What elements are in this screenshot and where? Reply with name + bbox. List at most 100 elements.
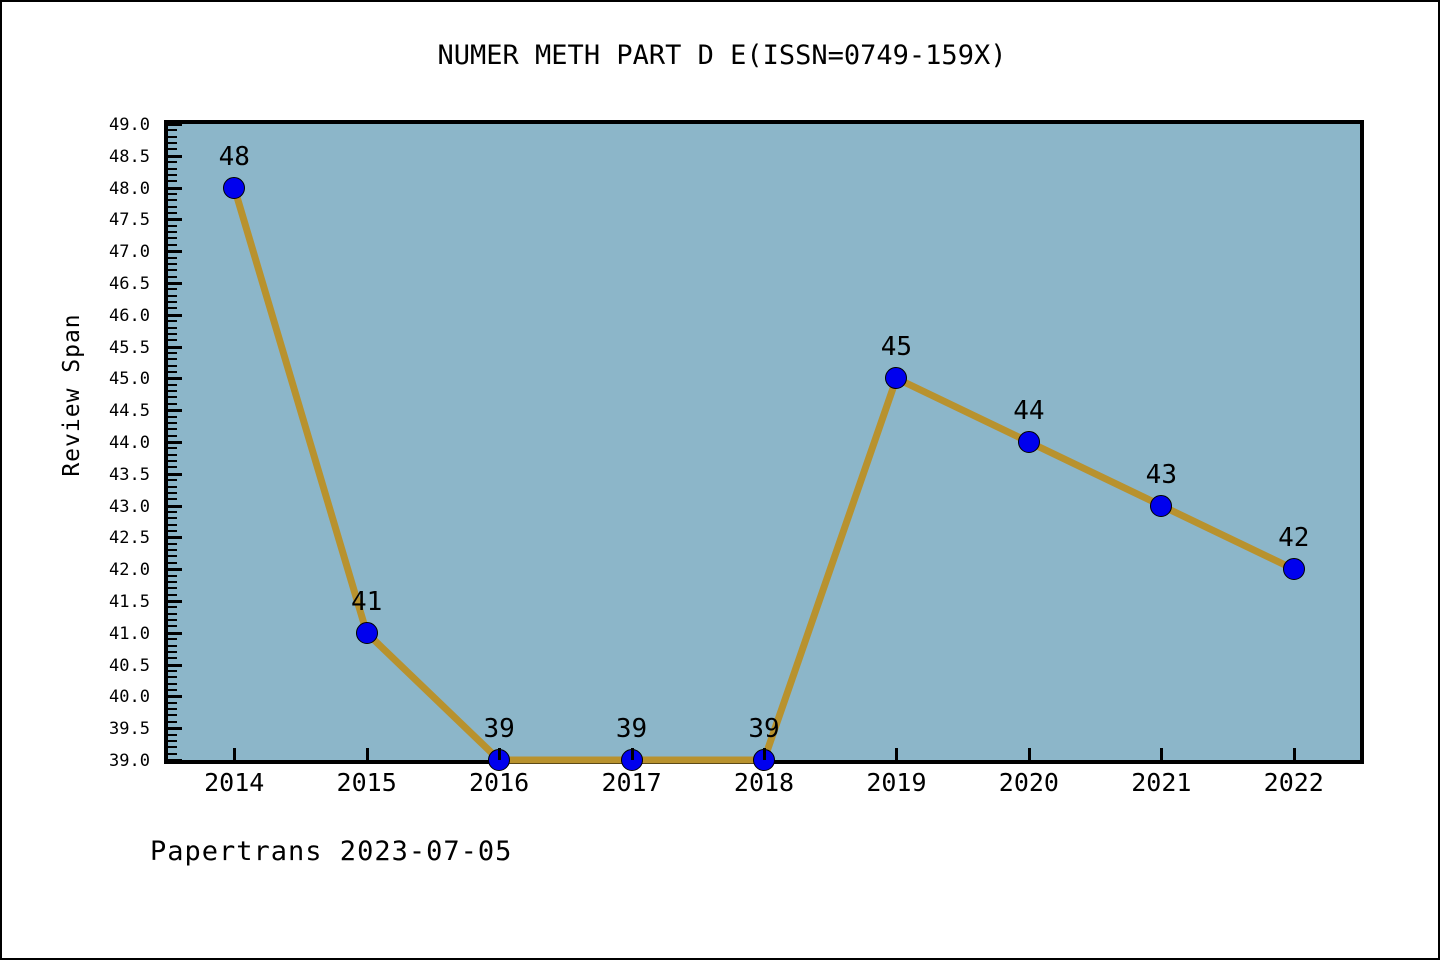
y-axis-tick-label: 42.0 <box>109 560 150 581</box>
y-axis-minor-tick <box>168 364 177 367</box>
y-axis-minor-tick <box>168 498 177 501</box>
x-axis-tick-label: 2022 <box>1263 768 1324 797</box>
y-axis-minor-tick <box>168 269 177 272</box>
y-axis-minor-tick <box>168 142 177 145</box>
y-axis-minor-tick <box>168 606 177 609</box>
y-axis-minor-tick <box>168 530 177 533</box>
data-point-marker[interactable] <box>223 176 246 199</box>
y-axis-minor-tick <box>168 714 177 717</box>
y-axis-major-tick <box>168 631 182 635</box>
data-point-marker[interactable] <box>1282 558 1305 581</box>
y-axis-major-tick <box>168 123 182 126</box>
data-point-marker[interactable] <box>1150 494 1173 517</box>
y-axis-major-tick <box>168 663 182 667</box>
y-axis-minor-tick <box>168 135 177 138</box>
y-axis-minor-tick <box>168 752 177 755</box>
y-axis-minor-tick <box>168 447 177 450</box>
y-axis-tick-label: 45.5 <box>109 337 150 358</box>
x-axis-major-tick <box>498 748 502 760</box>
y-axis-major-tick <box>168 472 182 476</box>
y-axis-minor-tick <box>168 580 177 583</box>
y-axis-minor-tick <box>168 523 177 526</box>
x-axis-tick-label: 2016 <box>469 768 530 797</box>
y-axis-major-tick <box>168 695 182 699</box>
y-axis-minor-tick <box>168 428 177 431</box>
y-axis-tick-label: 48.5 <box>109 146 150 167</box>
y-axis-tick-label: 39.5 <box>109 719 150 740</box>
y-axis-major-tick <box>168 409 182 413</box>
y-axis-minor-tick <box>168 396 177 399</box>
y-axis-tick-label: 43.5 <box>109 464 150 485</box>
y-axis-tick-label: 44.0 <box>109 433 150 453</box>
y-axis-minor-tick <box>168 739 177 742</box>
y-axis-minor-tick <box>168 402 177 405</box>
y-axis-major-tick <box>168 345 182 349</box>
y-axis-tick-label: 43.0 <box>109 496 150 517</box>
y-axis-minor-tick <box>168 231 177 234</box>
y-axis-minor-tick <box>168 243 177 246</box>
x-axis-tick-label: 2015 <box>336 768 397 797</box>
y-axis-minor-tick <box>168 453 177 456</box>
footer-note: Papertrans 2023-07-05 <box>150 836 513 867</box>
y-axis-minor-tick <box>168 657 177 660</box>
y-axis-major-tick <box>168 504 182 508</box>
y-axis-tick-label: 39.0 <box>109 751 150 771</box>
y-axis-tick-label: 40.0 <box>109 687 150 708</box>
y-axis-minor-tick <box>168 180 177 183</box>
y-axis-minor-tick <box>168 561 177 564</box>
y-axis-minor-tick <box>168 574 177 577</box>
y-axis-minor-tick <box>168 167 177 170</box>
y-axis-tick-label: 47.5 <box>109 210 150 231</box>
y-axis-minor-tick <box>168 294 177 297</box>
y-axis-minor-tick <box>168 205 177 208</box>
data-point-marker[interactable] <box>885 367 908 390</box>
y-axis-major-tick <box>168 313 182 317</box>
y-axis-tick-label: 42.5 <box>109 528 150 549</box>
y-axis-major-tick <box>168 186 182 190</box>
y-axis-minor-tick <box>168 479 177 482</box>
y-axis-minor-tick <box>168 148 177 151</box>
y-axis-minor-tick <box>168 676 177 679</box>
y-axis-minor-tick <box>168 339 177 342</box>
y-axis-minor-tick <box>168 720 177 723</box>
y-axis-minor-tick <box>168 638 177 641</box>
x-axis-tick-label: 2019 <box>866 768 927 797</box>
y-axis-tick-label: 47.0 <box>109 242 150 263</box>
x-axis-tick-label: 2014 <box>204 768 265 797</box>
y-axis-minor-tick <box>168 485 177 488</box>
y-axis-major-tick <box>168 568 182 572</box>
y-axis-minor-tick <box>168 625 177 628</box>
data-point-value-label: 42 <box>1278 523 1310 554</box>
data-point-value-label: 41 <box>351 586 383 617</box>
data-point-marker[interactable] <box>1017 431 1040 453</box>
y-axis-minor-tick <box>168 307 177 310</box>
y-axis-major-tick <box>168 759 182 762</box>
y-axis-major-tick <box>168 377 182 381</box>
x-axis-major-tick <box>1027 748 1031 760</box>
data-point-value-label: 39 <box>748 714 780 744</box>
y-axis-minor-tick <box>168 733 177 736</box>
x-axis-major-tick <box>630 748 634 760</box>
y-axis-minor-tick <box>168 275 177 278</box>
y-axis-minor-tick <box>168 301 177 304</box>
data-point-value-label: 45 <box>880 332 913 363</box>
y-axis-minor-tick <box>168 434 177 437</box>
y-axis-major-tick <box>168 536 182 540</box>
x-axis-tick-label: 2021 <box>1131 768 1192 797</box>
y-axis-tick-label: 41.0 <box>109 623 150 644</box>
y-axis-minor-tick <box>168 212 177 215</box>
x-axis-major-tick <box>233 748 237 760</box>
y-axis-minor-tick <box>168 587 177 590</box>
x-axis-major-tick <box>365 748 369 760</box>
data-point-value-label: 43 <box>1145 459 1177 490</box>
y-axis-minor-tick <box>168 390 177 393</box>
x-axis-major-tick <box>895 748 899 760</box>
page-title: NUMER METH PART D E(ISSN=0749-159X) <box>437 40 1007 71</box>
y-axis-tick-label: 48.0 <box>109 178 150 199</box>
y-axis-minor-tick <box>168 517 177 520</box>
y-axis-minor-tick <box>168 555 177 558</box>
x-axis-major-tick <box>1160 748 1164 760</box>
y-axis-tick-label: 45.0 <box>109 369 150 390</box>
y-axis-major-tick <box>168 282 182 285</box>
data-point-marker[interactable] <box>355 621 378 644</box>
